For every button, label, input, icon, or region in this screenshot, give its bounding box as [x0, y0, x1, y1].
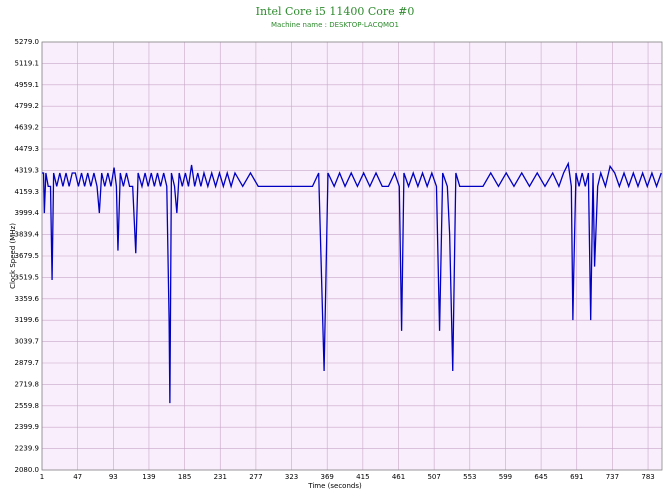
y-tick-label: 3679.5: [15, 252, 40, 260]
y-tick-label: 2239.9: [15, 445, 40, 453]
x-tick-label: 1: [40, 473, 44, 481]
x-tick-label: 737: [606, 473, 619, 481]
x-tick-label: 369: [321, 473, 334, 481]
y-tick-label: 5279.0: [15, 38, 40, 46]
x-tick-label: 185: [178, 473, 191, 481]
y-axis-label: Clock Speed (MHz): [9, 223, 17, 289]
x-axis-label: Time (seconds): [307, 482, 362, 490]
y-tick-label: 3519.5: [15, 273, 40, 281]
x-tick-label: 323: [285, 473, 298, 481]
plot-border: [41, 41, 663, 471]
x-tick-label: 93: [109, 473, 118, 481]
series-line: [42, 161, 662, 404]
y-tick-label: 4959.1: [15, 81, 40, 89]
y-tick-label: 4319.3: [15, 166, 40, 174]
y-tick-label: 3199.6: [15, 316, 40, 324]
y-tick-label: 2559.8: [15, 402, 40, 410]
y-tick-label: 2879.7: [15, 359, 40, 367]
y-tick-label: 4479.3: [15, 145, 40, 153]
x-tick-label: 139: [142, 473, 155, 481]
x-tick-label: 415: [356, 473, 369, 481]
x-tick-label: 277: [249, 473, 262, 481]
y-tick-label: 4159.3: [15, 188, 40, 196]
x-tick-label: 691: [570, 473, 583, 481]
x-tick-label: 599: [499, 473, 512, 481]
chart-subtitle: Machine name : DESKTOP-LACQMO1: [271, 21, 399, 29]
y-tick-label: 4799.2: [15, 102, 40, 110]
y-tick-label: 4639.2: [15, 124, 40, 132]
x-tick-label: 645: [534, 473, 547, 481]
x-tick-label: 553: [463, 473, 476, 481]
y-tick-label: 3359.6: [15, 295, 40, 303]
y-tick-label: 5119.1: [15, 59, 40, 67]
x-tick-label: 461: [392, 473, 405, 481]
x-tick-label: 783: [641, 473, 654, 481]
chart-title: Intel Core i5 11400 Core #0: [256, 5, 415, 18]
y-tick-label: 3839.4: [15, 231, 40, 239]
y-tick-label: 3039.7: [15, 338, 40, 346]
x-tick-label: 507: [427, 473, 440, 481]
x-tick-label: 47: [73, 473, 82, 481]
y-tick-label: 3999.4: [15, 209, 40, 217]
y-tick-label: 2719.8: [15, 380, 40, 388]
y-tick-label: 2399.9: [15, 423, 40, 431]
y-tick-label: 2080.0: [15, 466, 40, 474]
x-tick-label: 231: [214, 473, 227, 481]
